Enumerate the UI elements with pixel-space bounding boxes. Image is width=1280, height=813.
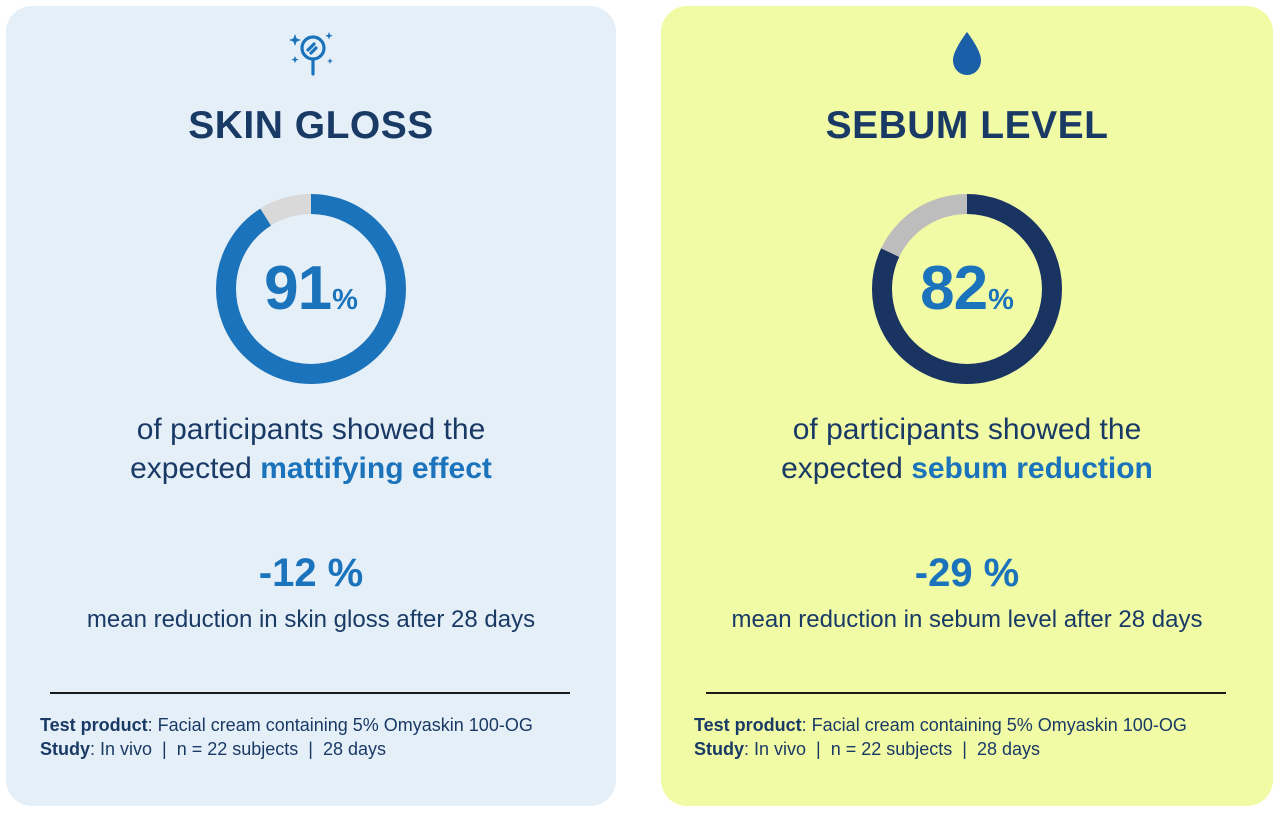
study-label: Study bbox=[694, 739, 745, 759]
study-line: Study: In vivo | n = 22 subjects | 28 da… bbox=[40, 737, 533, 761]
card-title: SEBUM LEVEL bbox=[825, 104, 1109, 147]
study-line: Study: In vivo | n = 22 subjects | 28 da… bbox=[694, 737, 1187, 761]
percent-number: 91 bbox=[264, 254, 332, 323]
test-product-value: : Facial cream containing 5% Omyaskin 10… bbox=[801, 715, 1187, 735]
description-highlight: sebum reduction bbox=[911, 452, 1153, 485]
card-title: SKIN GLOSS bbox=[188, 104, 434, 147]
test-product-line: Test product: Facial cream containing 5%… bbox=[40, 713, 533, 737]
mean-reduction-value: -12 % bbox=[258, 551, 364, 595]
divider bbox=[706, 692, 1226, 694]
test-product-value: : Facial cream containing 5% Omyaskin 10… bbox=[147, 715, 533, 735]
divider bbox=[50, 692, 570, 694]
water-drop-icon bbox=[939, 28, 995, 80]
study-label: Study bbox=[40, 739, 91, 759]
test-product-line: Test product: Facial cream containing 5%… bbox=[694, 713, 1187, 737]
description-line: expected mattifying effect bbox=[6, 449, 616, 488]
donut-fill bbox=[872, 194, 1062, 384]
test-product-label: Test product bbox=[694, 715, 802, 735]
test-product-label: Test product bbox=[40, 715, 148, 735]
magnifier-sparkle-icon bbox=[283, 28, 339, 80]
mean-reduction-label: mean reduction in skin gloss after 28 da… bbox=[86, 606, 536, 633]
percent-donut: 82% bbox=[869, 191, 1065, 387]
study-footnote: Test product: Facial cream containing 5%… bbox=[40, 713, 533, 761]
sebum-level-card: SEBUM LEVEL 82% of participants showed t… bbox=[661, 6, 1273, 806]
participants-description: of participants showed the expected sebu… bbox=[661, 410, 1273, 488]
study-value: : In vivo | n = 22 subjects | 28 days bbox=[90, 739, 387, 759]
percent-number: 82 bbox=[920, 254, 988, 323]
description-line: expected sebum reduction bbox=[661, 449, 1273, 488]
mean-reduction-label: mean reduction in sebum level after 28 d… bbox=[731, 606, 1203, 633]
description-highlight: mattifying effect bbox=[260, 452, 492, 485]
percent-value: 82% bbox=[869, 253, 1065, 324]
percent-value: 91% bbox=[213, 253, 409, 324]
percent-symbol: % bbox=[988, 284, 1014, 316]
study-footnote: Test product: Facial cream containing 5%… bbox=[694, 713, 1187, 761]
skin-gloss-card: SKIN GLOSS 91% of participants showed th… bbox=[6, 6, 616, 806]
mean-reduction-value: -29 % bbox=[914, 551, 1020, 595]
description-prefix: expected bbox=[781, 452, 912, 485]
participants-description: of participants showed the expected matt… bbox=[6, 410, 616, 488]
donut-fill bbox=[216, 194, 406, 384]
percent-symbol: % bbox=[332, 284, 358, 316]
study-value: : In vivo | n = 22 subjects | 28 days bbox=[744, 739, 1041, 759]
description-prefix: expected bbox=[130, 452, 261, 485]
percent-donut: 91% bbox=[213, 191, 409, 387]
description-line: of participants showed the bbox=[136, 413, 486, 446]
description-line: of participants showed the bbox=[792, 413, 1142, 446]
